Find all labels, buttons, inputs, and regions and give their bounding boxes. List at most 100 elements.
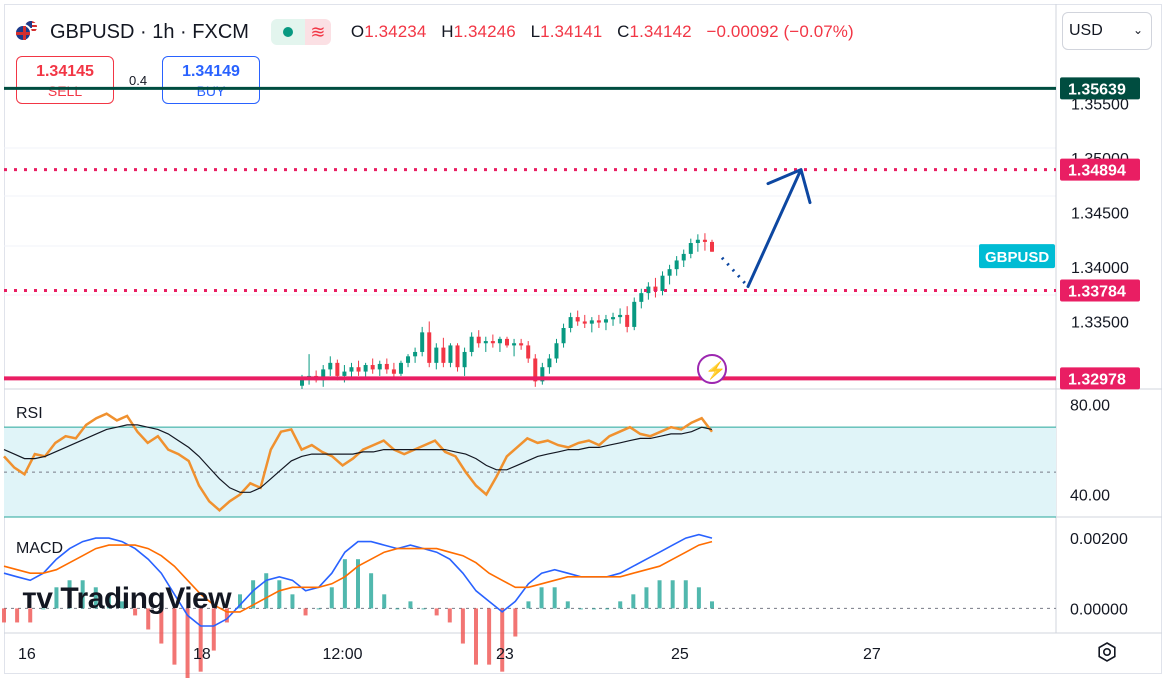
level-label-bg-2: [1060, 279, 1140, 302]
macd-histogram-bar: [146, 608, 151, 630]
macd-histogram-bar: [578, 608, 583, 610]
level-label-bg-0: [1060, 77, 1140, 100]
candle-body: [632, 301, 637, 327]
macd-histogram-bar: [565, 601, 570, 609]
spread-value: 0.4: [129, 73, 148, 88]
macd-histogram-bar: [2, 608, 6, 623]
candle: [653, 277, 658, 298]
macd-histogram-bar: [605, 608, 610, 610]
tv-logo-icon: ᴛᴠ: [22, 582, 53, 615]
candle-body: [561, 327, 566, 344]
candle: [441, 337, 446, 368]
candle-body: [596, 320, 601, 323]
candle-body: [427, 332, 432, 363]
candle-body: [681, 253, 686, 261]
level-label-bg-1: [1060, 158, 1140, 181]
candle-body: [469, 336, 474, 352]
level-label-3: 1.32978: [1068, 371, 1126, 388]
rsi-line: [3, 412, 713, 512]
candle: [596, 314, 601, 328]
candle-body: [568, 317, 573, 328]
macd-histogram-bar: [447, 608, 452, 623]
candle-body: [533, 358, 538, 382]
currency-select[interactable]: USD ⌄: [1062, 12, 1152, 50]
wave-icon[interactable]: ≋: [304, 19, 331, 45]
market-open-icon[interactable]: [270, 19, 305, 45]
buy-button[interactable]: 1.34149 BUY: [162, 56, 260, 104]
sell-price: 1.34145: [36, 63, 94, 80]
candle-body: [519, 343, 524, 346]
chart-header: GBPUSD · 1h · FXCM ≋ O1.34234 H1.34246 L…: [14, 14, 854, 50]
candle-body: [589, 320, 594, 324]
macd-histogram-bar: [631, 594, 636, 609]
candle: [646, 282, 651, 300]
sell-button[interactable]: 1.34145 SELL: [16, 56, 114, 104]
candle-body: [582, 321, 587, 324]
candle: [505, 336, 509, 348]
macd-histogram-bar: [106, 594, 111, 609]
level-label-1: 1.34894: [1068, 163, 1126, 180]
level-label-bg-3: [1060, 367, 1140, 390]
buy-price: 1.34149: [182, 63, 240, 80]
candle: [681, 249, 686, 267]
macd-histogram-bar: [159, 608, 164, 644]
time-tick-label: 16: [18, 646, 36, 663]
candle-body: [688, 243, 693, 254]
projection-arrow: [746, 168, 812, 289]
symbol-label-bg: [979, 244, 1055, 269]
macd-histogram-bar: [382, 594, 387, 609]
candle: [611, 312, 616, 326]
macd-histogram-bar: [618, 601, 623, 609]
macd-histogram-bar: [460, 608, 465, 644]
macd-histogram-bar: [369, 573, 374, 609]
candle-body: [603, 319, 608, 323]
macd-histogram-bar: [41, 608, 46, 610]
candle-body: [653, 286, 658, 291]
macd-histogram-bar: [172, 608, 177, 665]
price-tick-label: 1.35500: [1071, 97, 1129, 114]
macd-histogram-bar: [500, 608, 505, 672]
macd-histogram-bar: [434, 608, 439, 616]
candle-body: [476, 336, 481, 344]
settings-icon[interactable]: [1096, 641, 1118, 663]
symbol-price-label: GBPUSD: [985, 249, 1049, 266]
macd-histogram-bar: [316, 608, 321, 610]
candle-body: [540, 367, 545, 382]
macd-histogram-bar: [185, 608, 190, 678]
rsi-tick-label: 40.00: [1070, 488, 1110, 505]
macd-histogram-bar: [238, 594, 242, 609]
macd-histogram-bar: [211, 608, 216, 651]
candle-body: [321, 369, 326, 381]
macd-histogram-bar: [592, 608, 596, 610]
candle-body: [370, 365, 375, 370]
level-label-2: 1.33784: [1068, 284, 1126, 301]
macd-histogram-bar: [513, 608, 518, 637]
macd-histogram-bar: [198, 608, 203, 672]
candle-body: [413, 351, 418, 357]
candle: [533, 354, 538, 387]
candle-body: [710, 241, 714, 252]
candle: [384, 358, 389, 374]
macd-histogram-bar: [421, 608, 426, 610]
candle: [568, 312, 573, 333]
macd-histogram-bar: [552, 587, 557, 609]
macd-tick-label: 0.00000: [1070, 601, 1128, 618]
macd-histogram-bar: [93, 587, 98, 609]
candle: [639, 288, 644, 309]
candle: [476, 330, 481, 348]
candle: [632, 297, 637, 331]
rsi-title: RSI: [16, 405, 43, 422]
symbol-title[interactable]: GBPUSD · 1h · FXCM: [50, 20, 249, 43]
macd-histogram-bar: [277, 580, 282, 609]
currency-value: USD: [1069, 22, 1103, 39]
candle: [483, 336, 488, 352]
candle: [688, 238, 693, 259]
time-tick-label: 18: [193, 646, 211, 663]
candle-body: [554, 343, 559, 359]
event-lightning-icon: [697, 354, 727, 384]
candle: [512, 338, 517, 357]
macd-histogram-bar: [15, 608, 20, 623]
macd-histogram-bar: [224, 608, 229, 623]
rsi-ma-line: [3, 424, 713, 493]
